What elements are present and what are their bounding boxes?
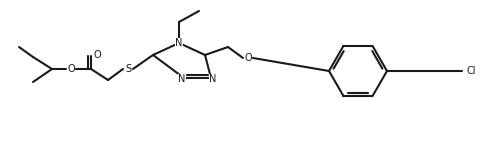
Text: O: O [93, 50, 101, 60]
Text: Cl: Cl [466, 66, 476, 76]
Text: N: N [175, 38, 183, 48]
Text: S: S [125, 64, 131, 74]
Text: N: N [178, 74, 186, 84]
Text: O: O [67, 64, 75, 74]
Text: O: O [244, 53, 252, 63]
Text: N: N [209, 74, 217, 84]
